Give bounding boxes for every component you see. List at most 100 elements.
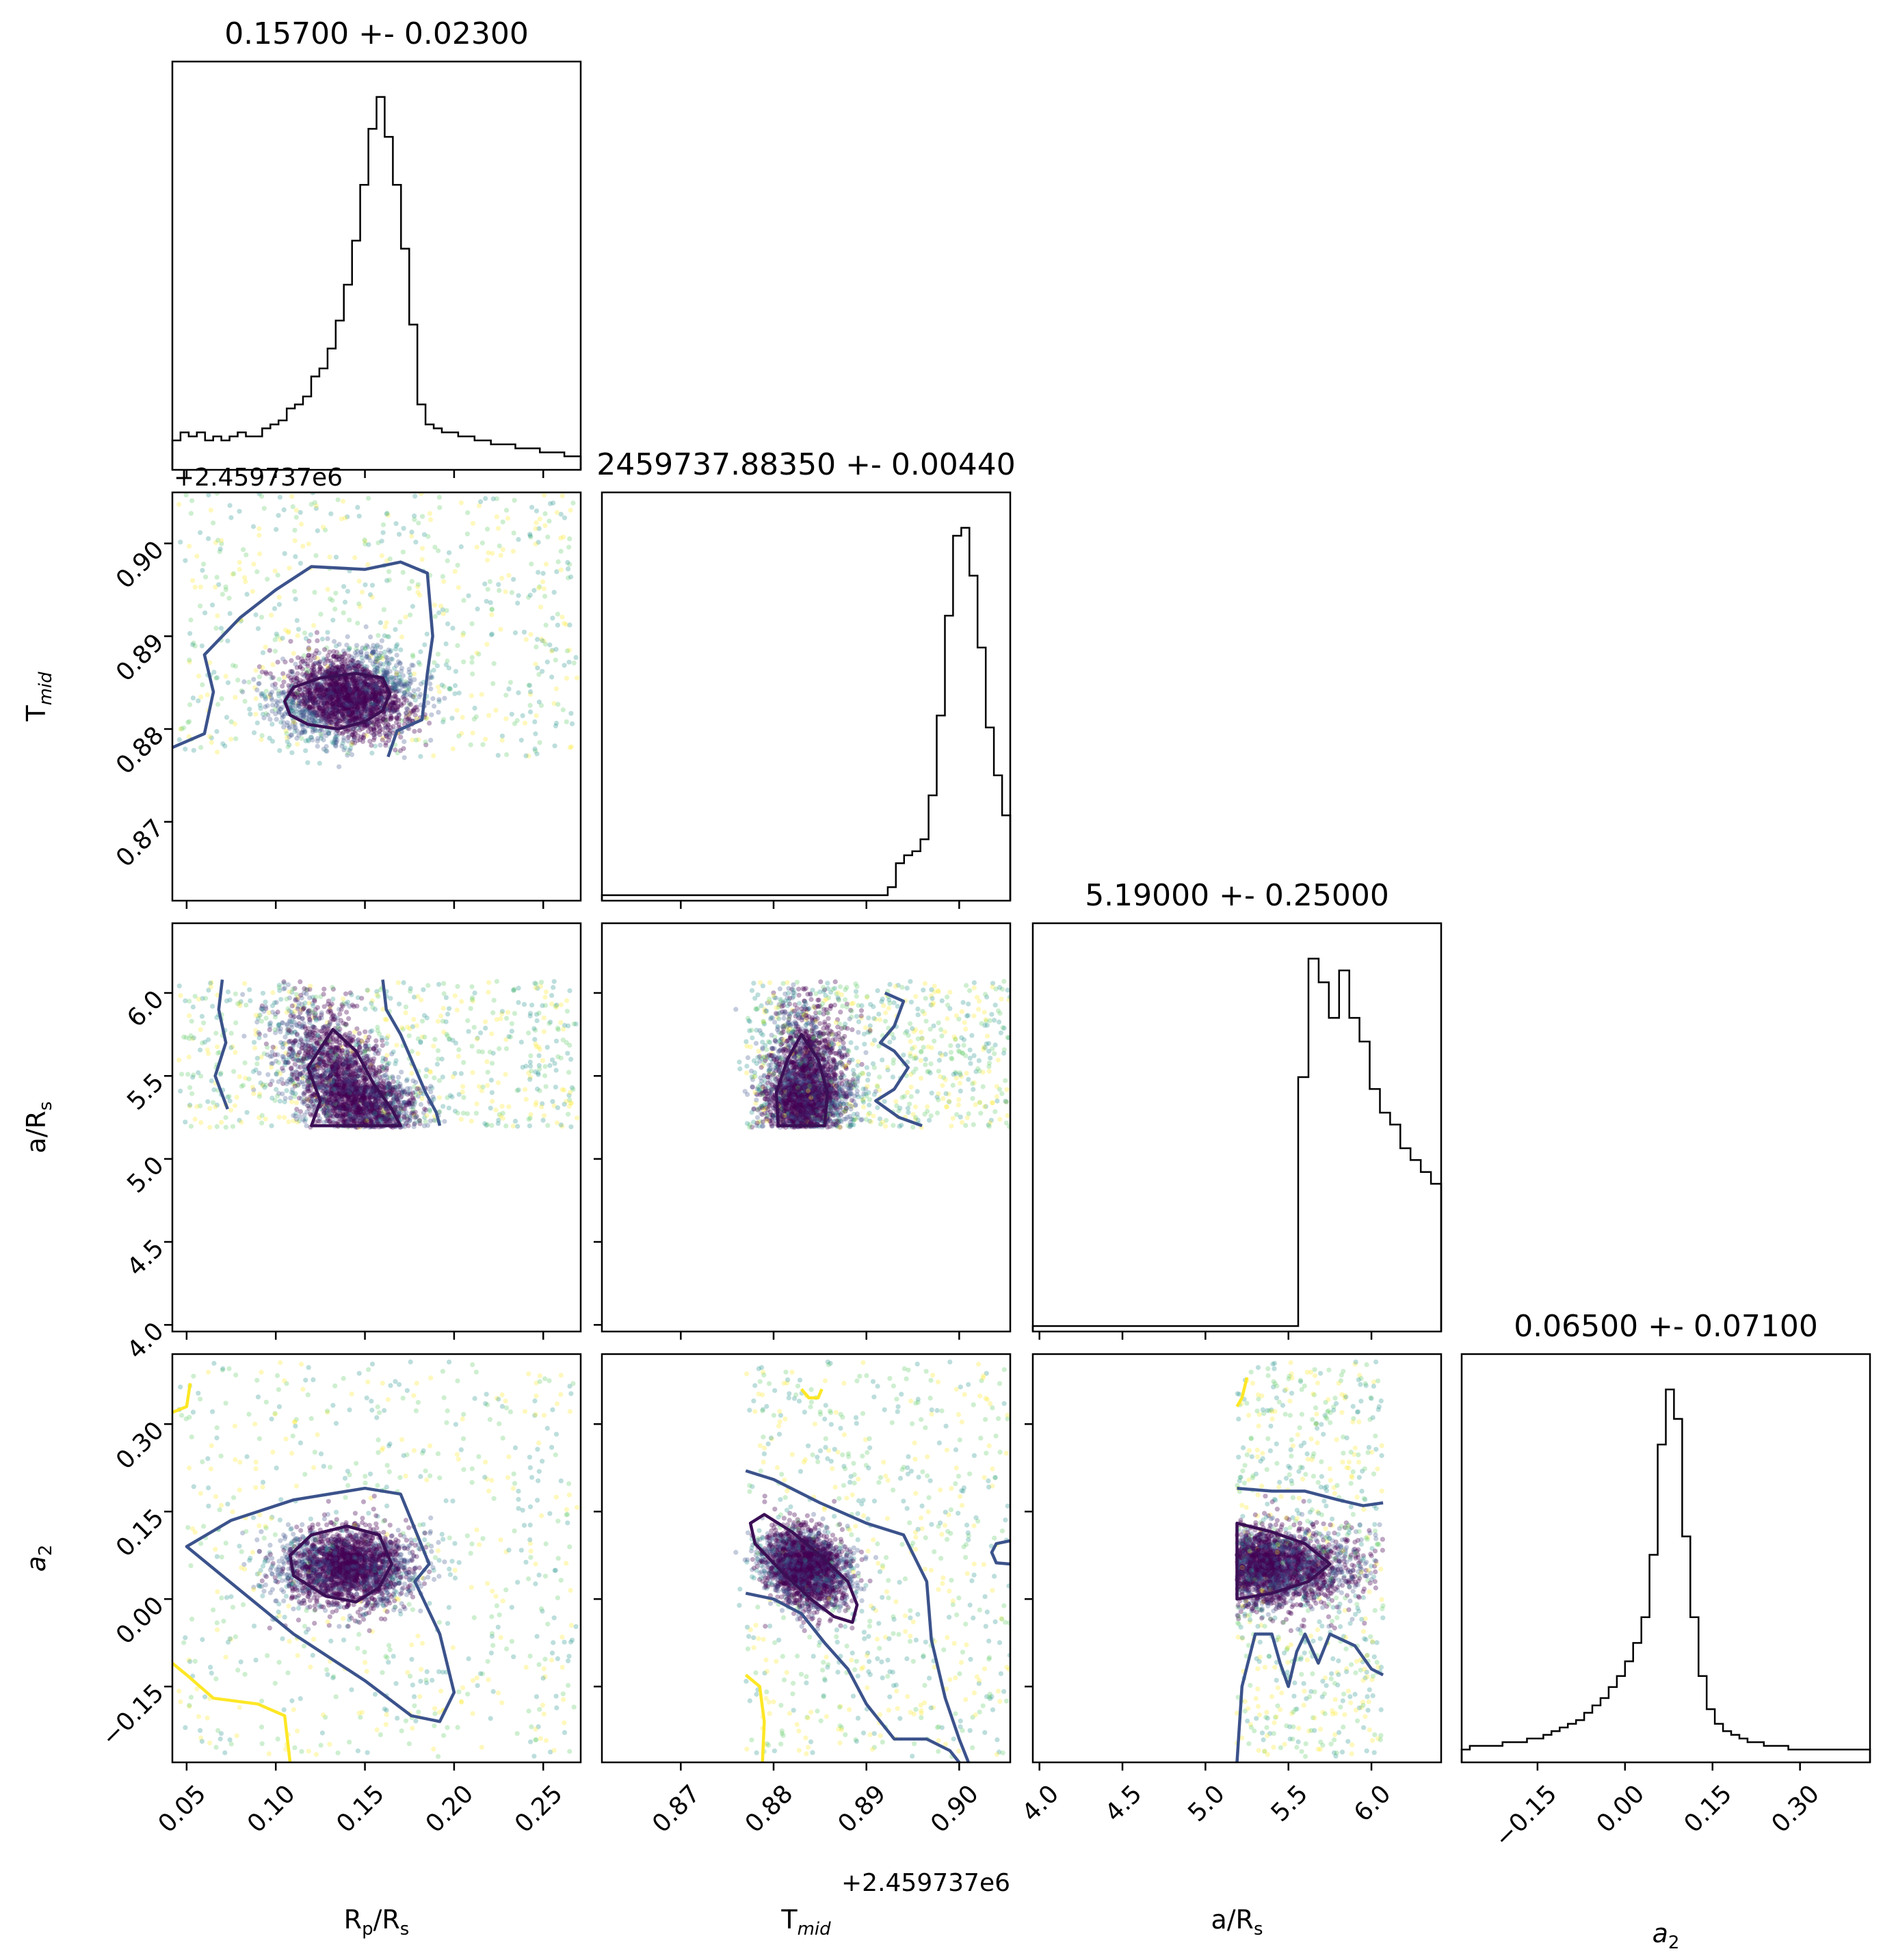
- sample-point: [308, 692, 313, 698]
- sample-point: [308, 691, 314, 697]
- sample-point: [373, 678, 379, 684]
- sample-point: [386, 722, 391, 728]
- sample-point: [310, 704, 315, 709]
- sample-point: [374, 719, 380, 725]
- sample-point: [331, 691, 337, 698]
- sample-point: [329, 719, 334, 726]
- sample-point: [364, 711, 369, 717]
- sample-point: [544, 1044, 550, 1050]
- sample-point: [411, 1017, 417, 1022]
- sample-point: [210, 602, 215, 608]
- sample-point: [380, 653, 385, 659]
- sample-point: [307, 685, 313, 691]
- sample-point: [357, 691, 363, 696]
- sample-point: [292, 696, 298, 701]
- sample-point: [369, 743, 374, 748]
- sample-point: [213, 1031, 219, 1036]
- sample-point: [319, 685, 324, 690]
- sample-point: [336, 718, 341, 724]
- sample-point: [350, 675, 355, 681]
- sample-point: [319, 636, 325, 642]
- sample-point: [349, 700, 354, 706]
- sample-point: [307, 689, 313, 695]
- sample-point: [376, 633, 381, 638]
- sample-point: [397, 675, 402, 680]
- sample-point: [343, 661, 348, 667]
- sample-point: [384, 620, 389, 626]
- sample-point: [278, 706, 283, 712]
- sample-point: [325, 693, 331, 698]
- sample-point: [383, 670, 389, 676]
- sample-point: [315, 683, 321, 688]
- sample-point: [228, 737, 234, 742]
- sample-point: [337, 652, 342, 657]
- sample-point: [363, 698, 368, 704]
- sample-point: [291, 696, 296, 702]
- sample-point: [389, 685, 395, 691]
- sample-point: [527, 691, 534, 697]
- sample-point: [275, 700, 280, 706]
- sample-point: [479, 540, 486, 546]
- sample-point: [335, 720, 341, 726]
- sample-point: [235, 677, 241, 683]
- sample-point: [333, 743, 339, 749]
- sample-point: [359, 664, 365, 670]
- sample-point: [346, 704, 352, 709]
- sample-point: [334, 689, 340, 695]
- sample-point: [227, 1098, 233, 1104]
- sample-point: [306, 714, 313, 719]
- sample-point: [322, 647, 328, 652]
- sample-point: [485, 587, 490, 592]
- sample-point: [198, 1120, 204, 1125]
- sample-point: [365, 722, 370, 728]
- sample-point: [290, 680, 295, 687]
- sample-point: [515, 600, 521, 606]
- sample-point: [548, 501, 553, 507]
- sample-point: [509, 711, 514, 717]
- sample-point: [259, 691, 264, 697]
- sample-point: [343, 696, 349, 702]
- sample-point: [342, 718, 347, 724]
- sample-point: [282, 711, 287, 717]
- sample-point: [321, 720, 327, 726]
- sample-point: [483, 496, 488, 501]
- sample-point: [443, 995, 449, 1001]
- sample-point: [330, 682, 336, 687]
- sample-point: [564, 998, 570, 1003]
- sample-point: [352, 735, 358, 741]
- sample-point: [321, 707, 327, 713]
- sample-point: [368, 634, 373, 640]
- sample-point: [346, 707, 352, 713]
- sample-point: [324, 733, 329, 739]
- sample-point: [333, 692, 339, 698]
- sample-point: [334, 696, 340, 702]
- sample-point: [318, 687, 324, 692]
- sample-point: [381, 719, 386, 726]
- sample-point: [308, 658, 313, 663]
- sample-point: [321, 986, 327, 992]
- sample-point: [321, 701, 327, 706]
- sample-point: [454, 1007, 460, 1013]
- sample-point: [263, 704, 268, 710]
- sample-point: [300, 688, 305, 693]
- sample-point: [293, 1100, 299, 1105]
- sample-point: [397, 678, 403, 683]
- sample-point: [353, 686, 359, 692]
- sample-point: [381, 716, 386, 721]
- sample-point: [412, 513, 417, 519]
- sample-point: [315, 660, 321, 666]
- sample-point: [333, 719, 339, 725]
- sample-point: [265, 703, 270, 708]
- sample-point: [341, 719, 346, 724]
- sample-point: [376, 691, 382, 697]
- sample-point: [378, 679, 383, 685]
- sample-point: [380, 530, 386, 535]
- sample-point: [290, 721, 295, 727]
- sample-point: [365, 683, 371, 689]
- sample-point: [267, 691, 273, 697]
- sample-point: [307, 995, 313, 1001]
- sample-point: [538, 703, 544, 708]
- sample-point: [294, 665, 300, 670]
- sample-point: [346, 733, 352, 739]
- sample-point: [431, 1044, 436, 1049]
